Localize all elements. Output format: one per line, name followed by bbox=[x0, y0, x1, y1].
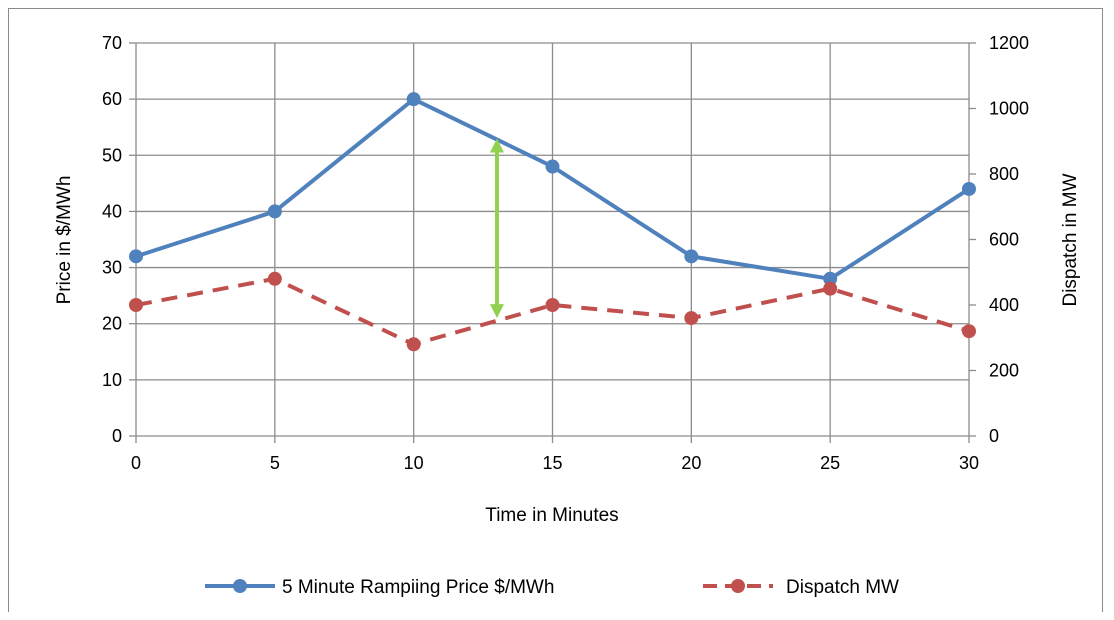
x-tick-label: 10 bbox=[404, 453, 424, 473]
series-0-point bbox=[823, 271, 838, 286]
annotation-layer bbox=[489, 138, 504, 319]
series-1-point bbox=[406, 337, 421, 352]
legend-dispatch-label: Dispatch MW bbox=[786, 577, 899, 598]
legend-price-label: 5 Minute Rampiing Price $/MWh bbox=[282, 577, 554, 598]
x-tick-label: 15 bbox=[542, 453, 562, 473]
series-0-point bbox=[267, 204, 282, 219]
series-0-point bbox=[406, 92, 421, 107]
y2-tick-label: 600 bbox=[989, 230, 1019, 250]
series-layer bbox=[129, 92, 976, 352]
chart-frame bbox=[8, 8, 1103, 612]
y2-axis-title: Dispatch in MW bbox=[1060, 173, 1081, 306]
y-tick-label: 70 bbox=[102, 33, 122, 53]
right-axis-tick-labels: 0 200 400 600 800 1000 1200 bbox=[989, 33, 1029, 446]
x-tick-label: 20 bbox=[681, 453, 701, 473]
y-tick-label: 60 bbox=[102, 89, 122, 109]
x-axis-title: Time in Minutes bbox=[485, 505, 618, 526]
grid-lines bbox=[136, 42, 969, 436]
y2-tick-label: 800 bbox=[989, 164, 1019, 184]
series-1-point bbox=[129, 298, 143, 312]
legend-price-marker bbox=[233, 579, 247, 593]
left-axis-tick-labels: 0 10 20 30 40 50 60 70 bbox=[102, 33, 122, 446]
annotation-arrow-head-top bbox=[489, 138, 504, 153]
y-axis-title: Price in $/MWh bbox=[54, 176, 75, 305]
series-1-point bbox=[962, 324, 976, 339]
y-tick-label: 50 bbox=[102, 145, 122, 165]
series-0-point bbox=[962, 181, 976, 196]
series-0-point bbox=[684, 249, 699, 264]
series-1-point bbox=[823, 281, 838, 296]
legend-dispatch-marker bbox=[731, 579, 745, 593]
series-1-point bbox=[684, 311, 699, 326]
y2-tick-label: 0 bbox=[989, 426, 999, 446]
x-axis-tick-labels: 0 5 10 15 20 25 30 bbox=[131, 453, 979, 473]
x-tick-label: 30 bbox=[959, 453, 979, 473]
y2-tick-label: 1000 bbox=[989, 99, 1029, 119]
series-0-point bbox=[129, 249, 143, 264]
y-tick-label: 0 bbox=[112, 426, 122, 446]
x-tick-label: 5 bbox=[270, 453, 280, 473]
y-tick-label: 20 bbox=[102, 314, 122, 334]
y-tick-label: 40 bbox=[102, 201, 122, 221]
series-0-point bbox=[545, 159, 560, 174]
series-1-point bbox=[267, 271, 282, 286]
legend: 5 Minute Rampiing Price $/MWh Dispatch M… bbox=[205, 577, 899, 598]
x-tick-label: 0 bbox=[131, 453, 141, 473]
y2-tick-label: 200 bbox=[989, 361, 1019, 381]
axes bbox=[129, 42, 976, 443]
series-1-point bbox=[545, 298, 560, 312]
legend-item-dispatch: Dispatch MW bbox=[703, 577, 899, 598]
legend-item-price: 5 Minute Rampiing Price $/MWh bbox=[205, 577, 554, 598]
y2-tick-label: 400 bbox=[989, 295, 1019, 315]
y2-tick-label: 1200 bbox=[989, 33, 1029, 53]
annotation-arrow-head-bottom bbox=[489, 304, 504, 319]
y-tick-label: 10 bbox=[102, 370, 122, 390]
y-tick-label: 30 bbox=[102, 258, 122, 278]
x-tick-label: 25 bbox=[820, 453, 840, 473]
